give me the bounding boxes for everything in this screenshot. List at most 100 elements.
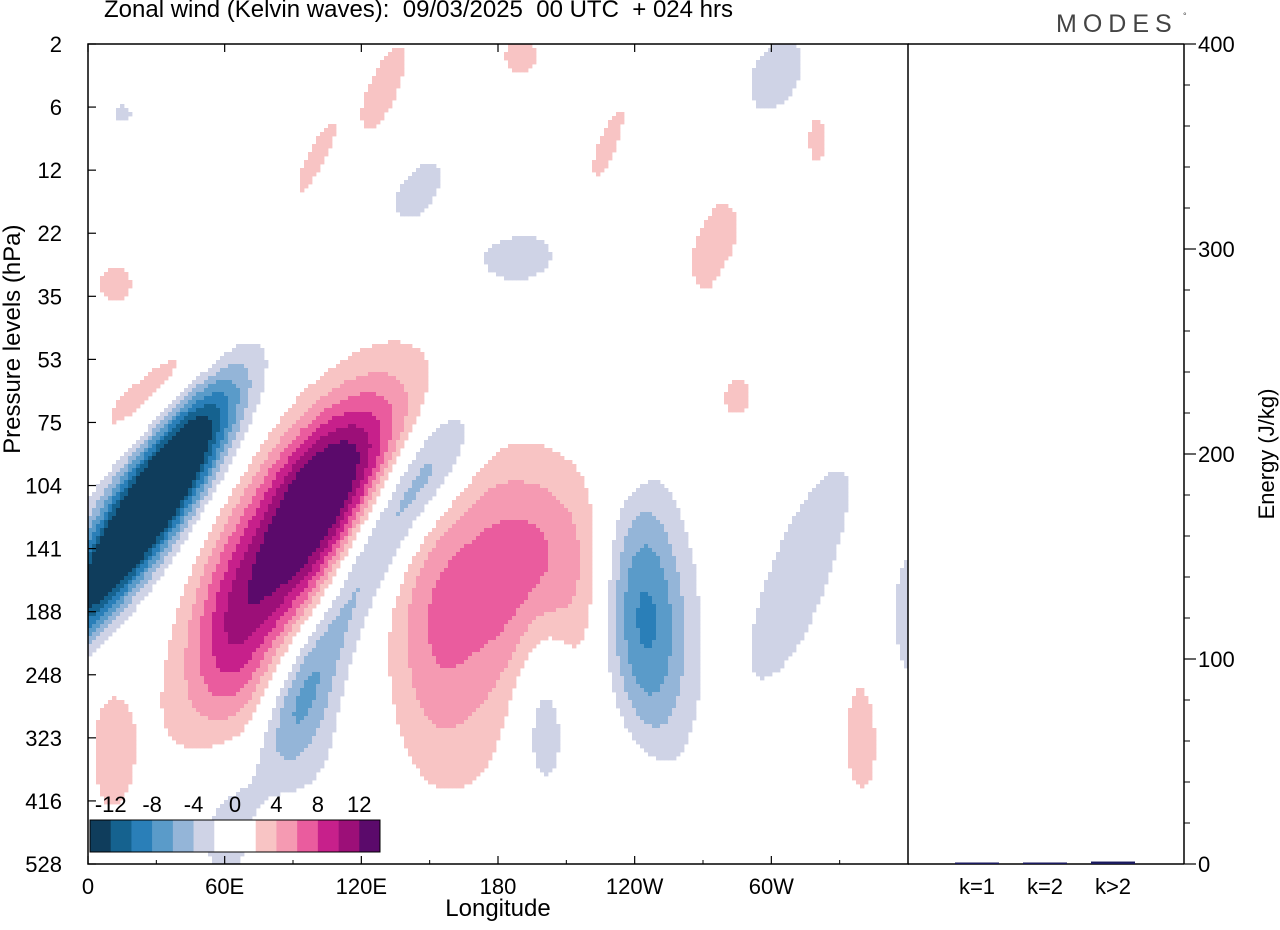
heatmap-cell [400,396,405,401]
heatmap-cell [212,420,217,425]
heatmap-cell [336,432,341,437]
heatmap-cell [568,492,573,497]
heatmap-cell [740,388,745,393]
heatmap-cell [332,516,337,521]
heatmap-cell [608,124,613,129]
heatmap-cell [116,288,121,293]
heatmap-cell [324,496,329,501]
heatmap-cell [776,76,781,81]
heatmap-cell [600,156,605,161]
heatmap-cell [328,436,333,441]
heatmap-cell [288,468,293,473]
heatmap-cell [228,496,233,501]
heatmap-cell [396,196,401,201]
heatmap-cell [668,528,673,533]
heatmap-cell [396,404,401,409]
heatmap-cell [712,212,717,217]
heatmap-cell [376,396,381,401]
heatmap-cell [544,492,549,497]
heatmap-cell [528,64,533,69]
heatmap-cell [400,516,405,521]
heatmap-cell [780,52,785,57]
heatmap-cell [88,504,93,509]
heatmap-cell [316,492,321,497]
heatmap-cell [304,416,309,421]
heatmap-cell [392,456,397,461]
heatmap-cell [104,272,109,277]
heatmap-cell [652,516,657,521]
heatmap-cell [604,148,609,153]
heatmap-cell [608,136,613,141]
heatmap-cell [468,532,473,537]
heatmap-cell [312,524,317,529]
heatmap-cell [528,44,533,49]
heatmap-cell [340,380,345,385]
heatmap-cell [124,400,129,405]
heatmap-cell [112,276,117,281]
heatmap-cell [140,496,145,501]
heatmap-cell [348,436,353,441]
heatmap-cell [300,420,305,425]
heatmap-cell [212,484,217,489]
heatmap-cell [388,524,393,529]
heatmap-cell [796,516,801,521]
heatmap-cell [332,508,337,513]
heatmap-cell [456,444,461,449]
heatmap-cell [172,416,177,421]
heatmap-cell [372,344,377,349]
heatmap-cell [108,276,113,281]
heatmap-cell [660,508,665,513]
heatmap-cell [516,532,521,537]
heatmap-cell [208,388,213,393]
heatmap-cell [336,392,341,397]
heatmap-cell [192,488,197,493]
heatmap-cell [488,480,493,485]
heatmap-cell [544,256,549,261]
heatmap-cell [788,80,793,85]
heatmap-cell [392,80,397,85]
heatmap-cell [176,420,181,425]
heatmap-cell [560,488,565,493]
heatmap-cell [112,484,117,489]
heatmap-cell [412,508,417,513]
heatmap-cell [116,516,121,521]
heatmap-cell [252,500,257,505]
heatmap-cell [516,456,521,461]
heatmap-cell [496,468,501,473]
heatmap-cell [500,256,505,261]
heatmap-cell [412,176,417,181]
heatmap-cell [180,488,185,493]
heatmap-cell [760,72,765,77]
heatmap-cell [756,60,761,65]
heatmap-cell [128,412,133,417]
heatmap-cell [508,444,513,449]
heatmap-cell [392,420,397,425]
heatmap-cell [508,268,513,273]
heatmap-cell [380,404,385,409]
heatmap-cell [280,504,285,509]
heatmap-cell [644,496,649,501]
heatmap-cell [504,252,509,257]
heatmap-cell [248,360,253,365]
heatmap-cell [472,480,477,485]
heatmap-cell [448,516,453,521]
heatmap-cell [220,360,225,365]
heatmap-cell [648,516,653,521]
heatmap-cell [240,368,245,373]
heatmap-cell [304,408,309,413]
heatmap-cell [212,388,217,393]
heatmap-cell [572,472,577,477]
heatmap-cell [384,524,389,529]
heatmap-cell [528,516,533,521]
heatmap-cell [244,492,249,497]
heatmap-cell [460,500,465,505]
heatmap-cell [164,412,169,417]
heatmap-cell [412,468,417,473]
heatmap-cell [336,448,341,453]
heatmap-cell [444,516,449,521]
heatmap-cell [400,376,405,381]
heatmap-cell [372,76,377,81]
heatmap-cell [92,528,97,533]
heatmap-cell [508,48,513,53]
heatmap-cell [196,400,201,405]
